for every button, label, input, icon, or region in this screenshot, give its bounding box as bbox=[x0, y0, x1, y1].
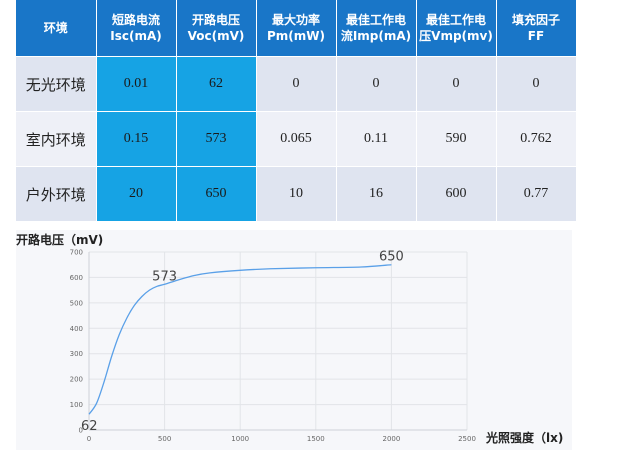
header-line: 最佳工作电 流Imp(mA) bbox=[340, 13, 412, 43]
table-cell: 0.77 bbox=[496, 166, 577, 221]
table-row: 无光环境 0.01 62 0 0 0 0 bbox=[16, 56, 577, 112]
y-tick-label: 600 bbox=[70, 274, 83, 282]
table-cell: 0 bbox=[336, 56, 417, 112]
header-cell: 最大功率 Pm(mW) bbox=[256, 0, 337, 57]
header-line: 填充因子 FF bbox=[511, 13, 560, 43]
table-row: 户外环境 20 650 10 16 600 0.77 bbox=[16, 166, 577, 221]
header-cell: 最佳工作电 流Imp(mA) bbox=[336, 0, 417, 57]
voltage-chart: 0 100 200 300 400 500 600 700 0 500 1000 1500 2000 25… bbox=[16, 230, 572, 450]
x-tick-label: 1500 bbox=[307, 435, 325, 443]
header-line: 最佳工作电 压Vmp(mv) bbox=[419, 13, 493, 43]
series-line bbox=[88, 264, 392, 415]
y-tick-label: 700 bbox=[70, 249, 83, 257]
table-cell: 0.01 bbox=[96, 56, 177, 112]
y-tick-label: 500 bbox=[70, 299, 83, 307]
header-cell: 最佳工作电 压Vmp(mv) bbox=[416, 0, 497, 57]
y-tick-label: 400 bbox=[70, 325, 83, 333]
y-tick-label: 100 bbox=[70, 401, 83, 409]
data-label: 573 bbox=[152, 269, 177, 284]
y-axis-title: 开路电压（mV) bbox=[16, 232, 103, 247]
table-row: 室内环境 0.15 573 0.065 0.11 590 0.762 bbox=[16, 111, 577, 167]
chart-svg: 0 100 200 300 400 500 600 700 0 500 1000 1500 2000 25… bbox=[16, 232, 563, 445]
table-cell: 573 bbox=[176, 111, 257, 167]
x-tick-label: 1000 bbox=[231, 435, 249, 443]
table-cell: 62 bbox=[176, 56, 257, 112]
data-label: 650 bbox=[379, 250, 404, 265]
table-cell: 0 bbox=[256, 56, 337, 112]
table-cell: 600 bbox=[416, 166, 497, 221]
header-cell: 环境 bbox=[16, 0, 97, 57]
header-cell: 短路电流 Isc(mA) bbox=[96, 0, 177, 57]
row-label: 户外环境 bbox=[16, 166, 97, 221]
data-label: 62 bbox=[81, 419, 98, 434]
table-cell: 0.762 bbox=[496, 111, 577, 167]
header-line: 开路电压 Voc(mV) bbox=[187, 13, 245, 43]
header-line: 短路电流 Isc(mA) bbox=[110, 13, 162, 43]
table-cell: 0 bbox=[416, 56, 497, 112]
table-cell: 0.11 bbox=[336, 111, 417, 167]
header-cell: 填充因子 FF bbox=[496, 0, 577, 57]
row-label: 无光环境 bbox=[16, 56, 97, 112]
table-cell: 0 bbox=[496, 56, 577, 112]
table-header-row: 环境 短路电流 Isc(mA) 开路电压 Voc(mV) 最大功率 Pm(mW) 最佳… bbox=[16, 0, 577, 57]
table-cell: 0.15 bbox=[96, 111, 177, 167]
table-cell: 16 bbox=[336, 166, 417, 221]
y-tick-label: 0 bbox=[79, 427, 83, 435]
table-cell: 0.065 bbox=[256, 111, 337, 167]
header-cell: 开路电压 Voc(mV) bbox=[176, 0, 257, 57]
table-cell: 20 bbox=[96, 166, 177, 221]
x-tick-label: 2000 bbox=[382, 435, 400, 443]
table-cell: 590 bbox=[416, 111, 497, 167]
x-axis-title: 光照强度（lx) bbox=[485, 430, 563, 445]
x-tick-label: 0 bbox=[87, 435, 91, 443]
table-cell: 650 bbox=[176, 166, 257, 221]
parameter-table: 环境 短路电流 Isc(mA) 开路电压 Voc(mV) 最大功率 Pm(mW) 最佳… bbox=[16, 0, 577, 221]
table-cell: 10 bbox=[256, 166, 337, 221]
y-tick-label: 200 bbox=[70, 376, 83, 384]
header-line: 最大功率 Pm(mW) bbox=[266, 13, 325, 43]
row-label: 室内环境 bbox=[16, 111, 97, 167]
x-tick-label: 2500 bbox=[458, 435, 476, 443]
x-tick-label: 500 bbox=[158, 435, 171, 443]
y-tick-label: 300 bbox=[70, 350, 83, 358]
